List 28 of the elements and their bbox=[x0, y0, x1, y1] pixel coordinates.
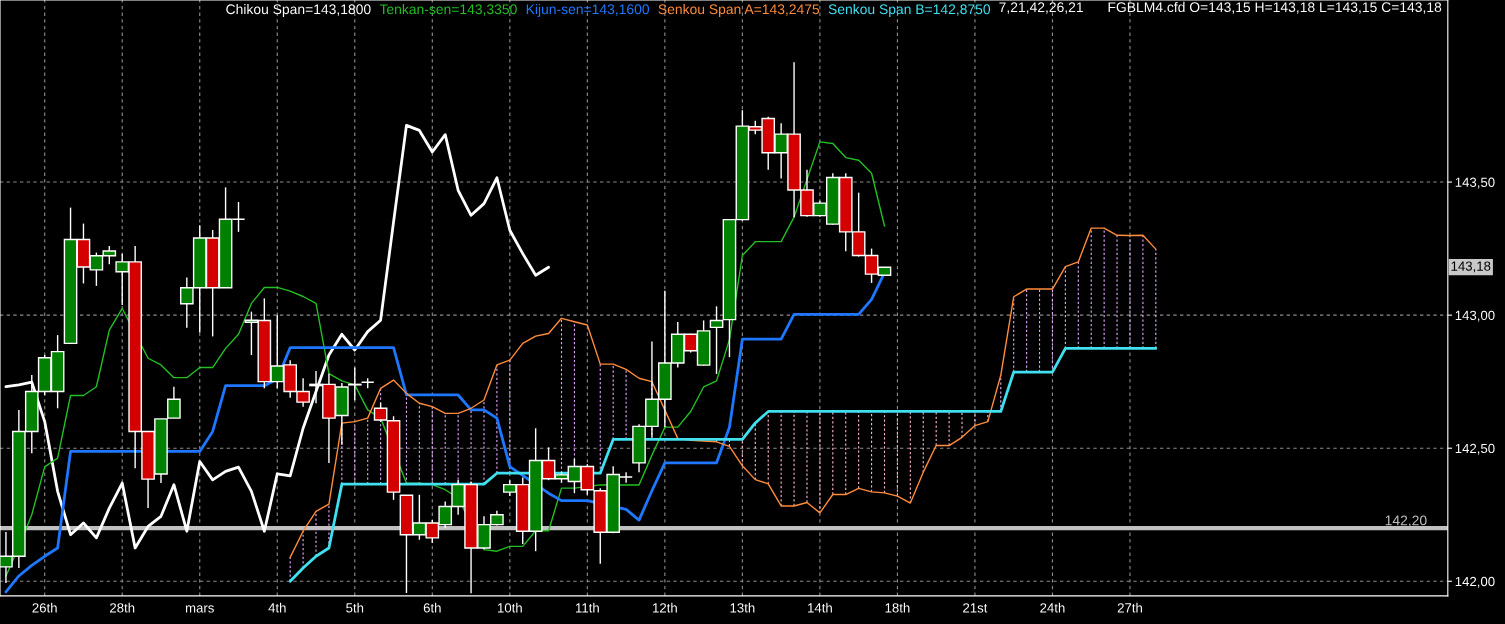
text: 143,18 bbox=[1451, 261, 1491, 273]
y-tick-label: 142,50 bbox=[1455, 443, 1495, 455]
text: Chikou Span=143,1800 bbox=[226, 3, 371, 17]
x-tick-label: 28th bbox=[110, 602, 135, 613]
x-tick-label: 14th bbox=[808, 602, 832, 613]
x-tick-label: 4th bbox=[268, 602, 286, 613]
text: Kijun-sen=143,1600 bbox=[526, 3, 650, 17]
x-tick-label: 27th bbox=[1117, 602, 1142, 613]
x-tick-label: 5th bbox=[346, 602, 364, 613]
x-tick-label: 11th bbox=[575, 602, 599, 613]
x-tick-label: 10th bbox=[497, 602, 522, 613]
text: Senkou Span A=143,2475 bbox=[658, 3, 820, 17]
text: Senkou Span B=142,8750 bbox=[828, 3, 991, 17]
x-tick-label: 21st bbox=[963, 603, 988, 613]
x-tick-label: 6th bbox=[423, 602, 441, 613]
y-tick-label: 143,50 bbox=[1455, 177, 1495, 189]
x-tick-label: 24th bbox=[1040, 602, 1065, 613]
annotation: 7,21,42,26,21 bbox=[999, 2, 1083, 14]
x-tick-label: 12th bbox=[653, 602, 677, 613]
ref-line-label: 142,20 bbox=[1385, 515, 1427, 527]
y-tick-label: 142,00 bbox=[1455, 576, 1495, 588]
y-tick-label: 143,00 bbox=[1455, 310, 1495, 322]
annotation: FGBLM4.cfd O=143,15 H=143,18 L=143,15 C=143,18 bbox=[1108, 1, 1442, 14]
x-tick-label: 13th bbox=[730, 602, 755, 613]
x-tick-label: 26th bbox=[32, 602, 57, 613]
x-tick-label: 18th bbox=[885, 602, 910, 613]
text: Tenkan-sen=143,3350 bbox=[379, 3, 517, 16]
x-tick-label: mars bbox=[185, 605, 214, 613]
